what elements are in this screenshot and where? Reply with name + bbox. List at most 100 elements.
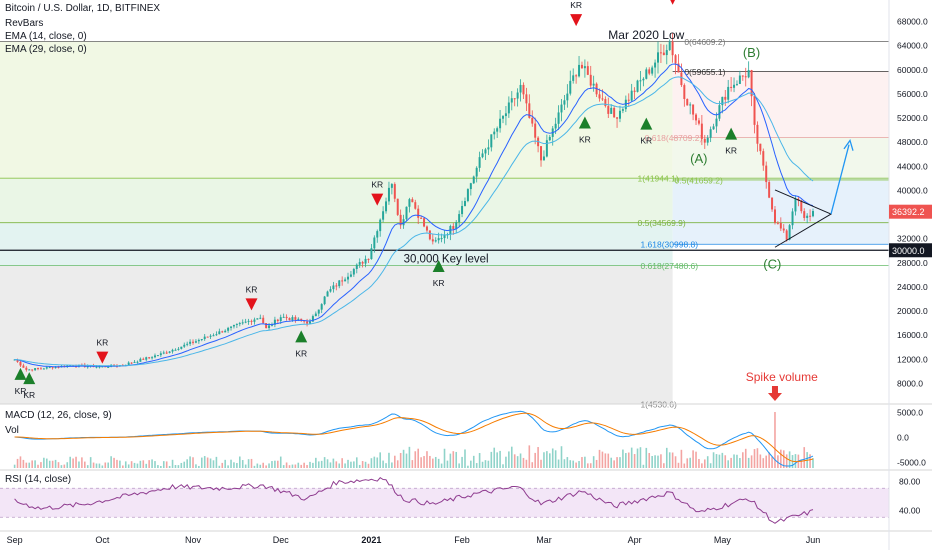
candle-body [566,93,569,101]
triangle-pattern [774,189,833,248]
kr-label: KR [23,390,35,400]
volume-bar [34,460,36,468]
candle-body [463,201,466,206]
volume-bar [37,464,39,468]
volume-bar [528,445,531,468]
volume-bar [525,459,528,468]
candle-body [417,208,420,218]
macd-line [14,410,814,467]
candle-body [583,66,586,69]
candle-body [379,219,382,232]
candle-body [756,124,759,144]
volume-bar [282,465,285,468]
candle-body [700,123,703,139]
candle-body [22,365,25,368]
volume-bar [686,458,689,468]
kr-buy-signal [23,372,36,385]
candle-body [425,226,428,231]
volume-bar [81,457,83,468]
candle-body [502,116,505,119]
volume-bar [551,448,554,468]
candle-body [203,336,206,340]
volume-bar [40,462,42,468]
candle-body [569,80,572,94]
volume-bar [45,458,48,468]
fib-level-label: 0.5(34569.9) [638,218,686,228]
candle-body [224,330,227,333]
volume-bar [712,452,715,468]
key-price-label: 30000.0 [892,246,925,256]
volume-bar [133,462,136,468]
volume-bar [733,454,735,468]
candle-body [692,104,695,115]
candle-body [133,361,136,363]
candle-body [499,118,502,129]
volume-bar [753,449,756,468]
candle-body [329,289,332,292]
volume-bar [642,464,645,468]
candle-body [762,151,765,166]
volume-bar [496,452,498,468]
volume-bar [467,465,469,468]
volume-bar [747,457,750,468]
volume-bar [598,449,601,468]
candle-body [382,211,385,220]
price-tick-label: 56000.0 [897,89,928,99]
candle-body [338,280,341,287]
candle-body [156,355,159,357]
candle-body [516,92,519,99]
volume-bar [124,461,127,468]
volume-bar [502,464,504,468]
fib-zone-right-top [672,71,889,138]
candle-body [352,269,355,275]
candle-body [683,85,686,99]
volume-bar [715,454,718,468]
drawings: Mar 2020 Low (A) (B) (C) 30,000 Key level Spi… [404,28,854,401]
volume-bar [531,462,534,468]
volume-bar [48,460,51,468]
volume-bar [619,457,621,468]
time-tick-label: Mar [536,535,552,545]
volume-bar [353,461,355,468]
volume-bar [247,459,250,468]
candle-body [812,211,814,217]
candle-body [19,361,22,366]
candle-body [308,321,311,324]
candle-body [572,75,575,81]
candle-body [630,90,633,101]
volume-bar [680,449,683,468]
candle-body [177,348,180,350]
volume-bar [557,459,560,468]
candle-body [718,105,721,119]
candle-body [200,339,203,341]
volume-bar [578,461,580,468]
volume-bar [516,456,519,468]
candle-body [215,334,218,336]
volume-bar [31,460,33,468]
volume-bar [288,465,291,468]
candle-body [782,228,785,231]
volume-bar [174,465,177,468]
candle-body [794,198,797,212]
candle-body [139,358,142,362]
volume-bar [189,456,191,468]
volume-bar [154,461,156,468]
candle-body [437,238,440,241]
candle-body [627,99,630,101]
volume-bar [762,458,765,468]
volume-bar [668,452,671,468]
volume-bar [165,461,168,468]
candle-body [332,285,335,290]
volume-bar [437,458,440,468]
kr-label: KR [15,386,27,396]
candle-body [127,362,130,365]
candle-body [174,349,177,351]
candle-body [484,149,487,154]
candle-body [423,218,426,227]
candle-body [212,335,215,337]
candle-body [130,362,133,364]
volume-bar [116,459,118,468]
candle-body [727,86,730,100]
volume-bar [449,453,452,468]
